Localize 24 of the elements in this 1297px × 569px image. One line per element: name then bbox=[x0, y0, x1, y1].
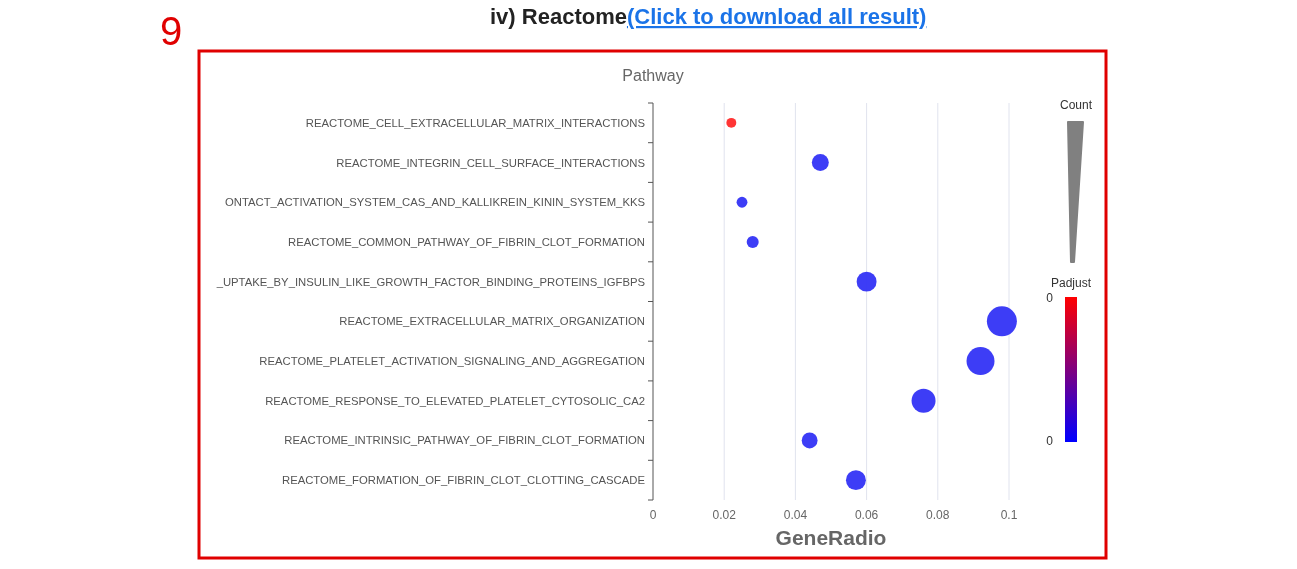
text: 9 bbox=[160, 9, 183, 53]
x-tick-label: 0.04 bbox=[783, 508, 808, 522]
legend-title: Count bbox=[1059, 98, 1093, 112]
x-tick-label: 0.06 bbox=[854, 508, 879, 522]
text: 0 bbox=[1046, 434, 1054, 448]
x-axis-title: GeneRadio bbox=[775, 526, 887, 549]
y-tick-label: REACTOME_CELL_EXTRACELLULAR_MATRIX_INTERACTIONS bbox=[305, 116, 646, 129]
y-tick-label: ONTACT_ACTIVATION_SYSTEM_CAS_AND_KALLIKREIN_KININ_SYSTEM_KKS bbox=[225, 196, 646, 209]
x-tick-label: 0.08 bbox=[926, 508, 950, 522]
y-tick-label: REACTOME_INTRINSIC_PATHWAY_OF_FIBRIN_CLOT_FORMATION bbox=[284, 434, 645, 447]
x-tick-label: 0 bbox=[649, 508, 657, 522]
y-tick-label: REACTOME_FORMATION_OF_FIBRIN_CLOT_CLOTTING_CASCADE bbox=[281, 474, 646, 487]
y-axis-title: Pathway bbox=[622, 67, 684, 84]
x-tick-label: 0.1 bbox=[1000, 508, 1018, 522]
text: 0 bbox=[1046, 291, 1054, 305]
chart-subtitle: (Click to download all result) bbox=[626, 4, 927, 29]
y-tick-label: _UPTAKE_BY_INSULIN_LIKE_GROWTH_FACTOR_BINDING_PROTEINS_IGFBPS bbox=[215, 275, 646, 288]
y-tick-label: REACTOME_COMMON_PATHWAY_OF_FIBRIN_CLOT_FORMATION bbox=[288, 235, 645, 248]
y-tick-label: REACTOME_EXTRACELLULAR_MATRIX_ORGANIZATION bbox=[339, 315, 645, 328]
y-tick-label: REACTOME_PLATELET_ACTIVATION_SIGNALING_AND_AGGREGATION bbox=[259, 355, 645, 367]
y-tick-label: REACTOME_INTEGRIN_CELL_SURFACE_INTERACTIONS bbox=[336, 156, 646, 169]
color-bar-title: Padjust bbox=[1050, 276, 1092, 290]
y-tick-label: REACTOME_RESPONSE_TO_ELEVATED_PLATELET_CYTOSOLIC_CA2 bbox=[265, 394, 645, 407]
x-tick-label: 0.02 bbox=[712, 508, 737, 522]
